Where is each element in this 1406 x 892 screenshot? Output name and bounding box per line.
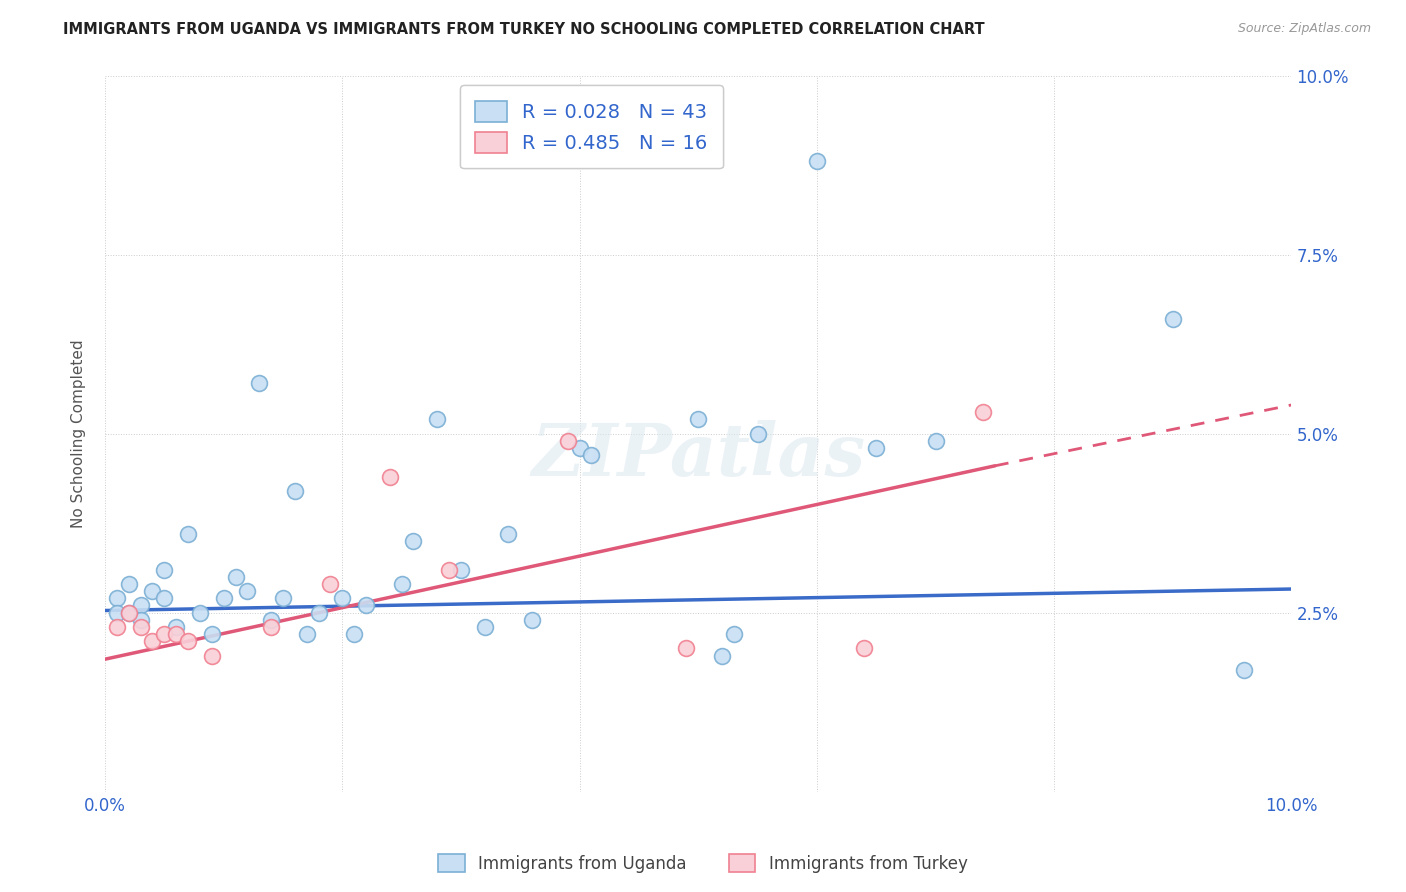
- Point: [391, 577, 413, 591]
- Point: [520, 613, 543, 627]
- Point: [153, 627, 176, 641]
- Point: [105, 606, 128, 620]
- Point: [853, 641, 876, 656]
- Point: [260, 613, 283, 627]
- Legend: R = 0.028   N = 43, R = 0.485   N = 16: R = 0.028 N = 43, R = 0.485 N = 16: [460, 86, 723, 169]
- Point: [141, 634, 163, 648]
- Point: [474, 620, 496, 634]
- Point: [201, 627, 224, 641]
- Point: [271, 591, 294, 606]
- Point: [330, 591, 353, 606]
- Point: [557, 434, 579, 448]
- Point: [118, 606, 141, 620]
- Y-axis label: No Schooling Completed: No Schooling Completed: [72, 339, 86, 528]
- Point: [308, 606, 330, 620]
- Text: Source: ZipAtlas.com: Source: ZipAtlas.com: [1237, 22, 1371, 36]
- Point: [378, 469, 401, 483]
- Point: [165, 627, 187, 641]
- Point: [247, 376, 270, 391]
- Point: [710, 648, 733, 663]
- Legend: Immigrants from Uganda, Immigrants from Turkey: Immigrants from Uganda, Immigrants from …: [432, 847, 974, 880]
- Point: [105, 620, 128, 634]
- Point: [498, 527, 520, 541]
- Point: [236, 584, 259, 599]
- Point: [343, 627, 366, 641]
- Point: [165, 620, 187, 634]
- Point: [129, 599, 152, 613]
- Point: [437, 563, 460, 577]
- Point: [723, 627, 745, 641]
- Point: [426, 412, 449, 426]
- Point: [319, 577, 342, 591]
- Point: [354, 599, 377, 613]
- Text: IMMIGRANTS FROM UGANDA VS IMMIGRANTS FROM TURKEY NO SCHOOLING COMPLETED CORRELAT: IMMIGRANTS FROM UGANDA VS IMMIGRANTS FRO…: [63, 22, 984, 37]
- Point: [865, 441, 887, 455]
- Point: [141, 584, 163, 599]
- Point: [450, 563, 472, 577]
- Point: [675, 641, 697, 656]
- Point: [153, 563, 176, 577]
- Point: [806, 154, 828, 169]
- Text: ZIPatlas: ZIPatlas: [531, 419, 865, 491]
- Point: [153, 591, 176, 606]
- Point: [188, 606, 211, 620]
- Point: [224, 570, 246, 584]
- Point: [581, 448, 603, 462]
- Point: [1161, 312, 1184, 326]
- Point: [688, 412, 710, 426]
- Point: [924, 434, 946, 448]
- Point: [568, 441, 591, 455]
- Point: [284, 483, 307, 498]
- Point: [1233, 663, 1256, 677]
- Point: [129, 620, 152, 634]
- Point: [177, 634, 200, 648]
- Point: [295, 627, 318, 641]
- Point: [260, 620, 283, 634]
- Point: [118, 577, 141, 591]
- Point: [129, 613, 152, 627]
- Point: [747, 426, 769, 441]
- Point: [972, 405, 994, 419]
- Point: [105, 591, 128, 606]
- Point: [118, 606, 141, 620]
- Point: [212, 591, 235, 606]
- Point: [402, 534, 425, 549]
- Point: [177, 527, 200, 541]
- Point: [201, 648, 224, 663]
